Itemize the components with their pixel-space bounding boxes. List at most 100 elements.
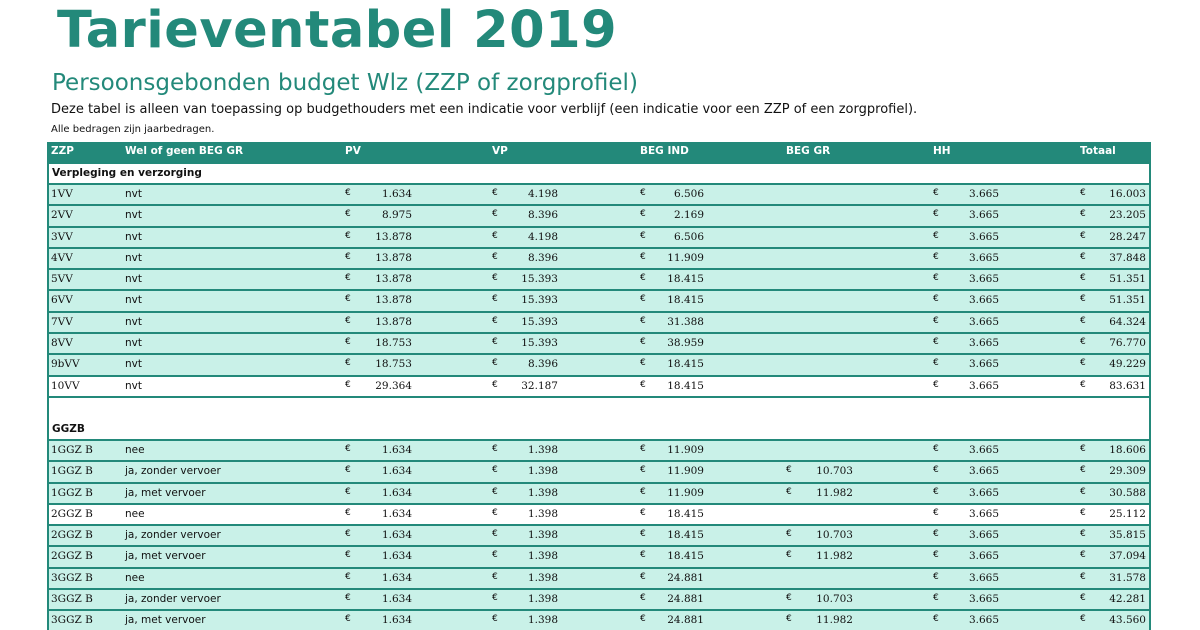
cell-totaal: 18.606 <box>1109 443 1146 456</box>
currency-symbol: € <box>933 251 939 262</box>
currency-symbol: € <box>345 593 351 604</box>
cell-pv: 13.878 <box>375 230 412 243</box>
currency-symbol: € <box>640 486 646 497</box>
currency-symbol: € <box>1080 379 1086 390</box>
currency-symbol: € <box>640 550 646 561</box>
header-beg-ind: BEG IND <box>640 145 689 157</box>
cell-zzp: 1VV <box>51 188 73 200</box>
cell-beg-ind: 11.909 <box>667 251 704 264</box>
currency-symbol: € <box>786 529 792 540</box>
currency-symbol: € <box>786 550 792 561</box>
currency-symbol: € <box>640 251 646 262</box>
currency-symbol: € <box>345 251 351 262</box>
currency-symbol: € <box>933 230 939 241</box>
table-body: Verpleging en verzorging 1VV nvt €1.634 €4.1… <box>49 162 1149 630</box>
currency-symbol: € <box>1080 209 1086 220</box>
cell-beg-gr: 10.703 <box>816 529 853 542</box>
cell-beg-ind: 24.881 <box>667 571 704 584</box>
header-totaal: Totaal <box>1080 145 1116 157</box>
currency-symbol: € <box>933 358 939 369</box>
cell-zzp: 2GGZ B <box>51 529 93 542</box>
cell-wel: ja, met vervoer <box>125 550 206 563</box>
currency-symbol: € <box>933 315 939 326</box>
cell-wel: nee <box>125 443 145 456</box>
cell-hh: 3.665 <box>968 507 999 520</box>
cell-beg-ind: 18.415 <box>667 529 704 542</box>
cell-wel: nvt <box>125 337 142 350</box>
cell-pv: 13.878 <box>375 273 412 286</box>
currency-symbol: € <box>345 209 351 220</box>
cell-hh: 3.665 <box>968 315 999 328</box>
cell-zzp: 4VV <box>51 251 73 264</box>
currency-symbol: € <box>345 315 351 326</box>
currency-symbol: € <box>492 315 498 326</box>
cell-beg-gr: 10.703 <box>816 593 853 606</box>
cell-pv: 1.634 <box>381 571 412 584</box>
cell-zzp: 5VV <box>51 273 73 286</box>
currency-symbol: € <box>640 273 646 284</box>
cell-wel: nvt <box>125 209 142 222</box>
currency-symbol: € <box>492 294 498 305</box>
table-row: 8VV nvt €18.753 €15.393 €38.959 €3.665 €76.770 <box>49 332 1149 354</box>
cell-pv: 8.975 <box>381 209 412 222</box>
currency-symbol: € <box>786 614 792 625</box>
currency-symbol: € <box>345 571 351 582</box>
cell-pv: 1.634 <box>381 529 412 542</box>
cell-vp: 1.398 <box>527 550 558 563</box>
cell-totaal: 29.309 <box>1109 465 1146 478</box>
cell-pv: 1.634 <box>381 188 412 200</box>
cell-vp: 1.398 <box>527 571 558 584</box>
cell-vp: 4.198 <box>527 188 558 200</box>
currency-symbol: € <box>345 294 351 305</box>
cell-wel: ja, zonder vervoer <box>125 593 221 606</box>
cell-hh: 3.665 <box>968 465 999 478</box>
table-row: 3GGZ B ja, met vervoer €1.634 €1.398 €24.881… <box>49 609 1149 630</box>
cell-totaal: 43.560 <box>1109 614 1146 627</box>
currency-symbol: € <box>933 443 939 454</box>
currency-symbol: € <box>345 379 351 390</box>
page-title: Tarieventabel 2019 <box>57 1 618 60</box>
cell-totaal: 16.003 <box>1109 188 1146 200</box>
cell-hh: 3.665 <box>968 358 999 371</box>
page-subtitle: Persoonsgebonden budget Wlz (ZZP of zorg… <box>52 70 638 96</box>
cell-wel: nvt <box>125 273 142 286</box>
cell-vp: 8.396 <box>527 251 558 264</box>
currency-symbol: € <box>640 379 646 390</box>
cell-beg-ind: 38.959 <box>667 337 704 350</box>
currency-symbol: € <box>640 209 646 220</box>
currency-symbol: € <box>1080 230 1086 241</box>
currency-symbol: € <box>640 230 646 241</box>
cell-pv: 13.878 <box>375 315 412 328</box>
cell-zzp: 3GGZ B <box>51 571 93 584</box>
currency-symbol: € <box>640 507 646 518</box>
header-zzp: ZZP <box>51 145 74 157</box>
cell-wel: nvt <box>125 294 142 307</box>
table-row: 1GGZ B ja, zonder vervoer €1.634 €1.398 €11.… <box>49 460 1149 482</box>
cell-wel: nvt <box>125 379 142 392</box>
currency-symbol: € <box>492 230 498 241</box>
currency-symbol: € <box>345 230 351 241</box>
currency-symbol: € <box>933 550 939 561</box>
section-header: Verpleging en verzorging <box>49 162 1149 183</box>
cell-zzp: 9bVV <box>51 358 80 371</box>
cell-beg-ind: 18.415 <box>667 550 704 563</box>
currency-symbol: € <box>492 188 498 198</box>
cell-beg-ind: 2.169 <box>673 209 704 222</box>
currency-symbol: € <box>492 571 498 582</box>
section-title: Verpleging en verzorging <box>52 167 202 179</box>
cell-wel: ja, met vervoer <box>125 486 206 499</box>
cell-pv: 18.753 <box>375 337 412 350</box>
cell-beg-gr: 10.703 <box>816 465 853 478</box>
cell-vp: 1.398 <box>527 465 558 478</box>
cell-hh: 3.665 <box>968 337 999 350</box>
header-beg-gr: BEG GR <box>786 145 831 157</box>
currency-symbol: € <box>640 529 646 540</box>
cell-beg-ind: 11.909 <box>667 486 704 499</box>
currency-symbol: € <box>492 614 498 625</box>
currency-symbol: € <box>640 614 646 625</box>
cell-pv: 1.634 <box>381 593 412 606</box>
cell-beg-gr: 11.982 <box>816 550 853 563</box>
cell-hh: 3.665 <box>968 529 999 542</box>
cell-beg-ind: 11.909 <box>667 465 704 478</box>
cell-totaal: 35.815 <box>1109 529 1146 542</box>
